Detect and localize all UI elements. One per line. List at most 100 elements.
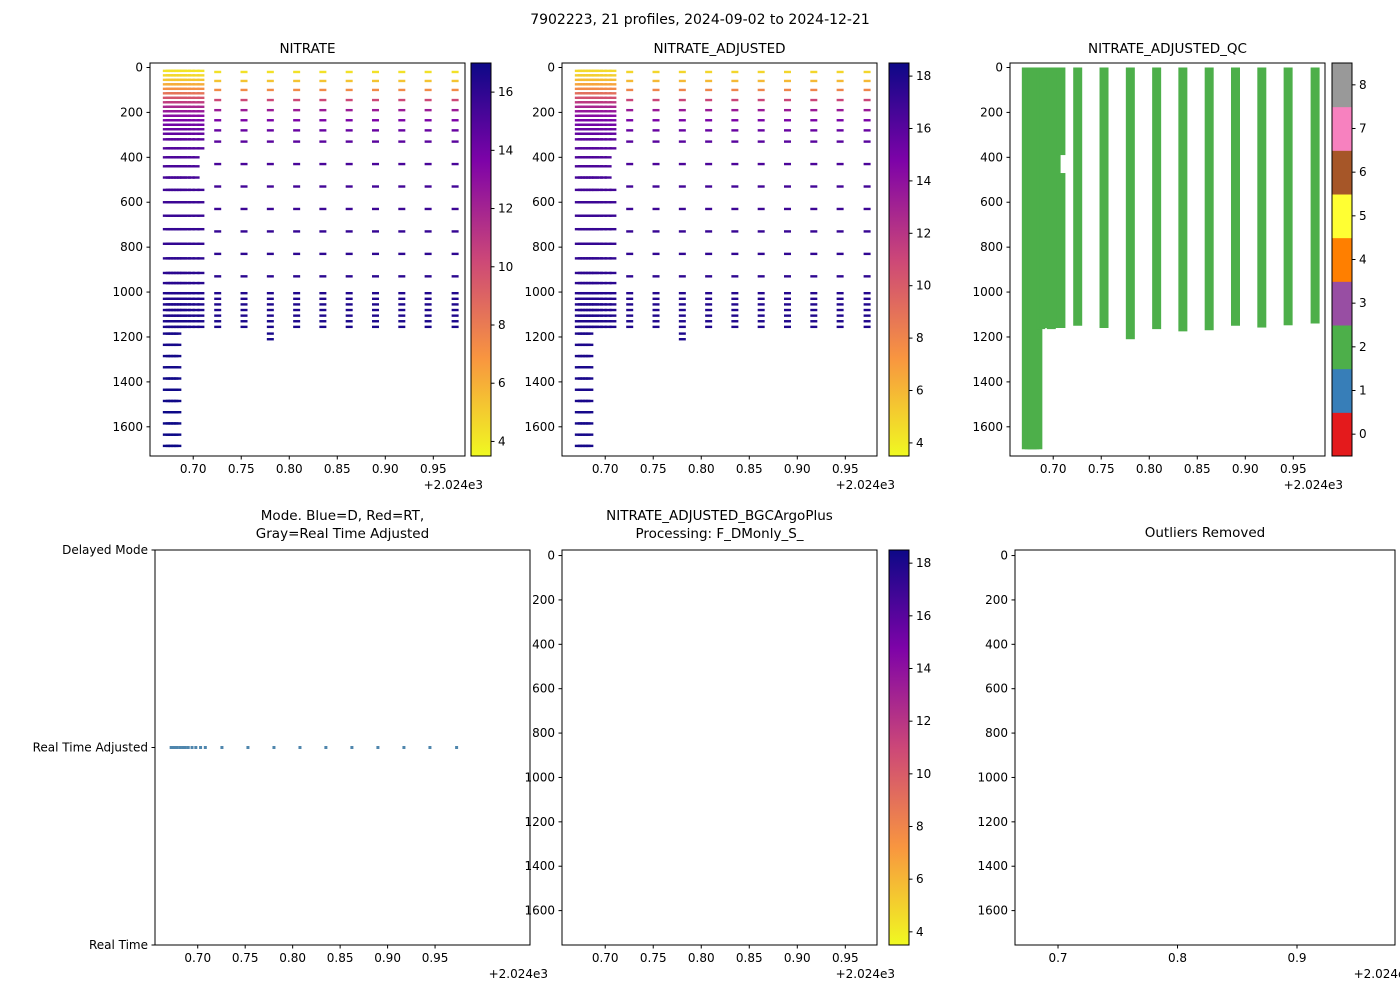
panel-nitrate: 0.70 0.75 0.80 0.85 0.90 0.95 +2.024e3 0 200 400 6… bbox=[112, 60, 513, 492]
svg-text:8: 8 bbox=[498, 318, 506, 332]
panel-title-bgc-processing: NITRATE_ADJUSTED_BGCArgoPlus Processing:… bbox=[606, 508, 833, 542]
svg-text:3: 3 bbox=[1359, 296, 1367, 310]
svg-text:4: 4 bbox=[498, 434, 506, 448]
panel-mode: 0.70 0.75 0.80 0.85 0.90 0.95 +2.024e3 Real Tim… bbox=[33, 543, 548, 981]
svg-text:4: 4 bbox=[916, 925, 924, 939]
svg-text:800: 800 bbox=[120, 240, 143, 254]
svg-text:6: 6 bbox=[498, 376, 506, 390]
svg-text:16: 16 bbox=[916, 609, 931, 623]
svg-text:0.80: 0.80 bbox=[1136, 462, 1163, 476]
svg-text:8: 8 bbox=[916, 820, 924, 834]
svg-text:800: 800 bbox=[980, 240, 1003, 254]
panel-title-nitrate-adjusted-qc: NITRATE_ADJUSTED_QC bbox=[1088, 41, 1247, 57]
svg-text:600: 600 bbox=[532, 195, 555, 209]
svg-text:1000: 1000 bbox=[972, 285, 1003, 299]
svg-text:16: 16 bbox=[916, 122, 931, 136]
svg-text:7: 7 bbox=[1359, 122, 1367, 136]
svg-text:1600: 1600 bbox=[977, 904, 1008, 918]
svg-text:6: 6 bbox=[916, 384, 924, 398]
svg-text:0.90: 0.90 bbox=[784, 951, 811, 965]
svg-text:0.70: 0.70 bbox=[180, 462, 207, 476]
svg-text:0: 0 bbox=[547, 549, 555, 563]
svg-text:14: 14 bbox=[498, 143, 513, 157]
svg-text:600: 600 bbox=[532, 682, 555, 696]
panel-title-outliers-removed: Outliers Removed bbox=[1144, 525, 1266, 541]
panel-bgc-processing: 0.70 0.75 0.80 0.85 0.90 0.95 +2.024e3 0 200 400 6… bbox=[524, 549, 931, 981]
svg-text:0.95: 0.95 bbox=[832, 462, 859, 476]
svg-text:1000: 1000 bbox=[977, 770, 1008, 784]
svg-text:400: 400 bbox=[985, 637, 1008, 651]
svg-text:10: 10 bbox=[498, 260, 513, 274]
svg-text:0.70: 0.70 bbox=[592, 462, 619, 476]
svg-text:0.7: 0.7 bbox=[1048, 951, 1067, 965]
svg-text:1400: 1400 bbox=[524, 859, 555, 873]
svg-text:8: 8 bbox=[916, 331, 924, 345]
svg-text:16: 16 bbox=[498, 85, 513, 99]
svg-text:18: 18 bbox=[916, 69, 931, 83]
svg-text:1000: 1000 bbox=[524, 770, 555, 784]
svg-text:0.85: 0.85 bbox=[736, 951, 763, 965]
svg-text:600: 600 bbox=[980, 195, 1003, 209]
svg-text:200: 200 bbox=[120, 105, 143, 119]
svg-text:1400: 1400 bbox=[977, 859, 1008, 873]
svg-text:1200: 1200 bbox=[977, 815, 1008, 829]
svg-text:1600: 1600 bbox=[972, 420, 1003, 434]
svg-text:12: 12 bbox=[498, 202, 513, 216]
svg-text:1400: 1400 bbox=[112, 375, 143, 389]
svg-text:1600: 1600 bbox=[524, 904, 555, 918]
panel-title-mode: Mode. Blue=D, Red=RT, Gray=Real Time Adj… bbox=[255, 508, 430, 542]
svg-text:18: 18 bbox=[916, 556, 931, 570]
svg-text:400: 400 bbox=[532, 150, 555, 164]
svg-text:200: 200 bbox=[532, 105, 555, 119]
svg-text:0.75: 0.75 bbox=[640, 462, 667, 476]
svg-text:0.95: 0.95 bbox=[420, 462, 447, 476]
svg-text:14: 14 bbox=[916, 662, 931, 676]
svg-text:1200: 1200 bbox=[112, 330, 143, 344]
svg-text:0.95: 0.95 bbox=[832, 951, 859, 965]
svg-text:+2.024e3: +2.024e3 bbox=[836, 478, 895, 492]
panel-nitrate-adjusted: 0.70 0.75 0.80 0.85 0.90 0.95 +2.024e3 0 200 400 6… bbox=[524, 60, 931, 492]
svg-text:5: 5 bbox=[1359, 209, 1367, 223]
svg-text:0.80: 0.80 bbox=[276, 462, 303, 476]
svg-text:6: 6 bbox=[916, 872, 924, 886]
svg-text:1000: 1000 bbox=[524, 285, 555, 299]
svg-text:4: 4 bbox=[1359, 253, 1367, 267]
figure-suptitle: 7902223, 21 profiles, 2024-09-02 to 2024… bbox=[530, 12, 870, 28]
svg-text:12: 12 bbox=[916, 714, 931, 728]
svg-text:0.90: 0.90 bbox=[374, 951, 401, 965]
svg-text:0.90: 0.90 bbox=[1232, 462, 1259, 476]
svg-text:200: 200 bbox=[985, 593, 1008, 607]
svg-text:1200: 1200 bbox=[524, 330, 555, 344]
svg-text:0.80: 0.80 bbox=[688, 951, 715, 965]
svg-text:+2.024e3: +2.024e3 bbox=[1284, 478, 1343, 492]
panel-outliers-removed: 0.7 0.8 0.9 +2.024e3 0 200 400 600 800 1000 1200 14… bbox=[977, 549, 1400, 981]
svg-text:+2.024e3: +2.024e3 bbox=[489, 967, 548, 981]
svg-text:0.85: 0.85 bbox=[736, 462, 763, 476]
svg-text:Delayed Mode: Delayed Mode bbox=[62, 543, 148, 557]
svg-text:0.80: 0.80 bbox=[279, 951, 306, 965]
svg-text:2: 2 bbox=[1359, 340, 1367, 354]
svg-text:400: 400 bbox=[980, 150, 1003, 164]
svg-text:+2.024e3: +2.024e3 bbox=[1354, 967, 1400, 981]
panel-title-nitrate: NITRATE bbox=[279, 41, 336, 57]
svg-text:0.90: 0.90 bbox=[784, 462, 811, 476]
svg-text:4: 4 bbox=[916, 436, 924, 450]
svg-text:12: 12 bbox=[916, 226, 931, 240]
panel-title-nitrate-adjusted: NITRATE_ADJUSTED bbox=[653, 41, 786, 57]
svg-text:0.85: 0.85 bbox=[327, 951, 354, 965]
svg-text:0.95: 0.95 bbox=[1280, 462, 1307, 476]
svg-text:10: 10 bbox=[916, 767, 931, 781]
svg-text:8: 8 bbox=[1359, 78, 1367, 92]
svg-text:600: 600 bbox=[120, 195, 143, 209]
svg-text:0: 0 bbox=[995, 60, 1003, 74]
svg-text:0.9: 0.9 bbox=[1287, 951, 1306, 965]
svg-text:1400: 1400 bbox=[972, 375, 1003, 389]
svg-text:1200: 1200 bbox=[524, 815, 555, 829]
svg-text:1600: 1600 bbox=[112, 420, 143, 434]
panel-nitrate-adjusted-qc: 0.70 0.75 0.80 0.85 0.90 0.95 +2.024e3 0 200 400 6… bbox=[972, 60, 1366, 492]
svg-text:0.75: 0.75 bbox=[232, 951, 259, 965]
svg-text:Real Time: Real Time bbox=[89, 938, 148, 952]
svg-text:14: 14 bbox=[916, 174, 931, 188]
